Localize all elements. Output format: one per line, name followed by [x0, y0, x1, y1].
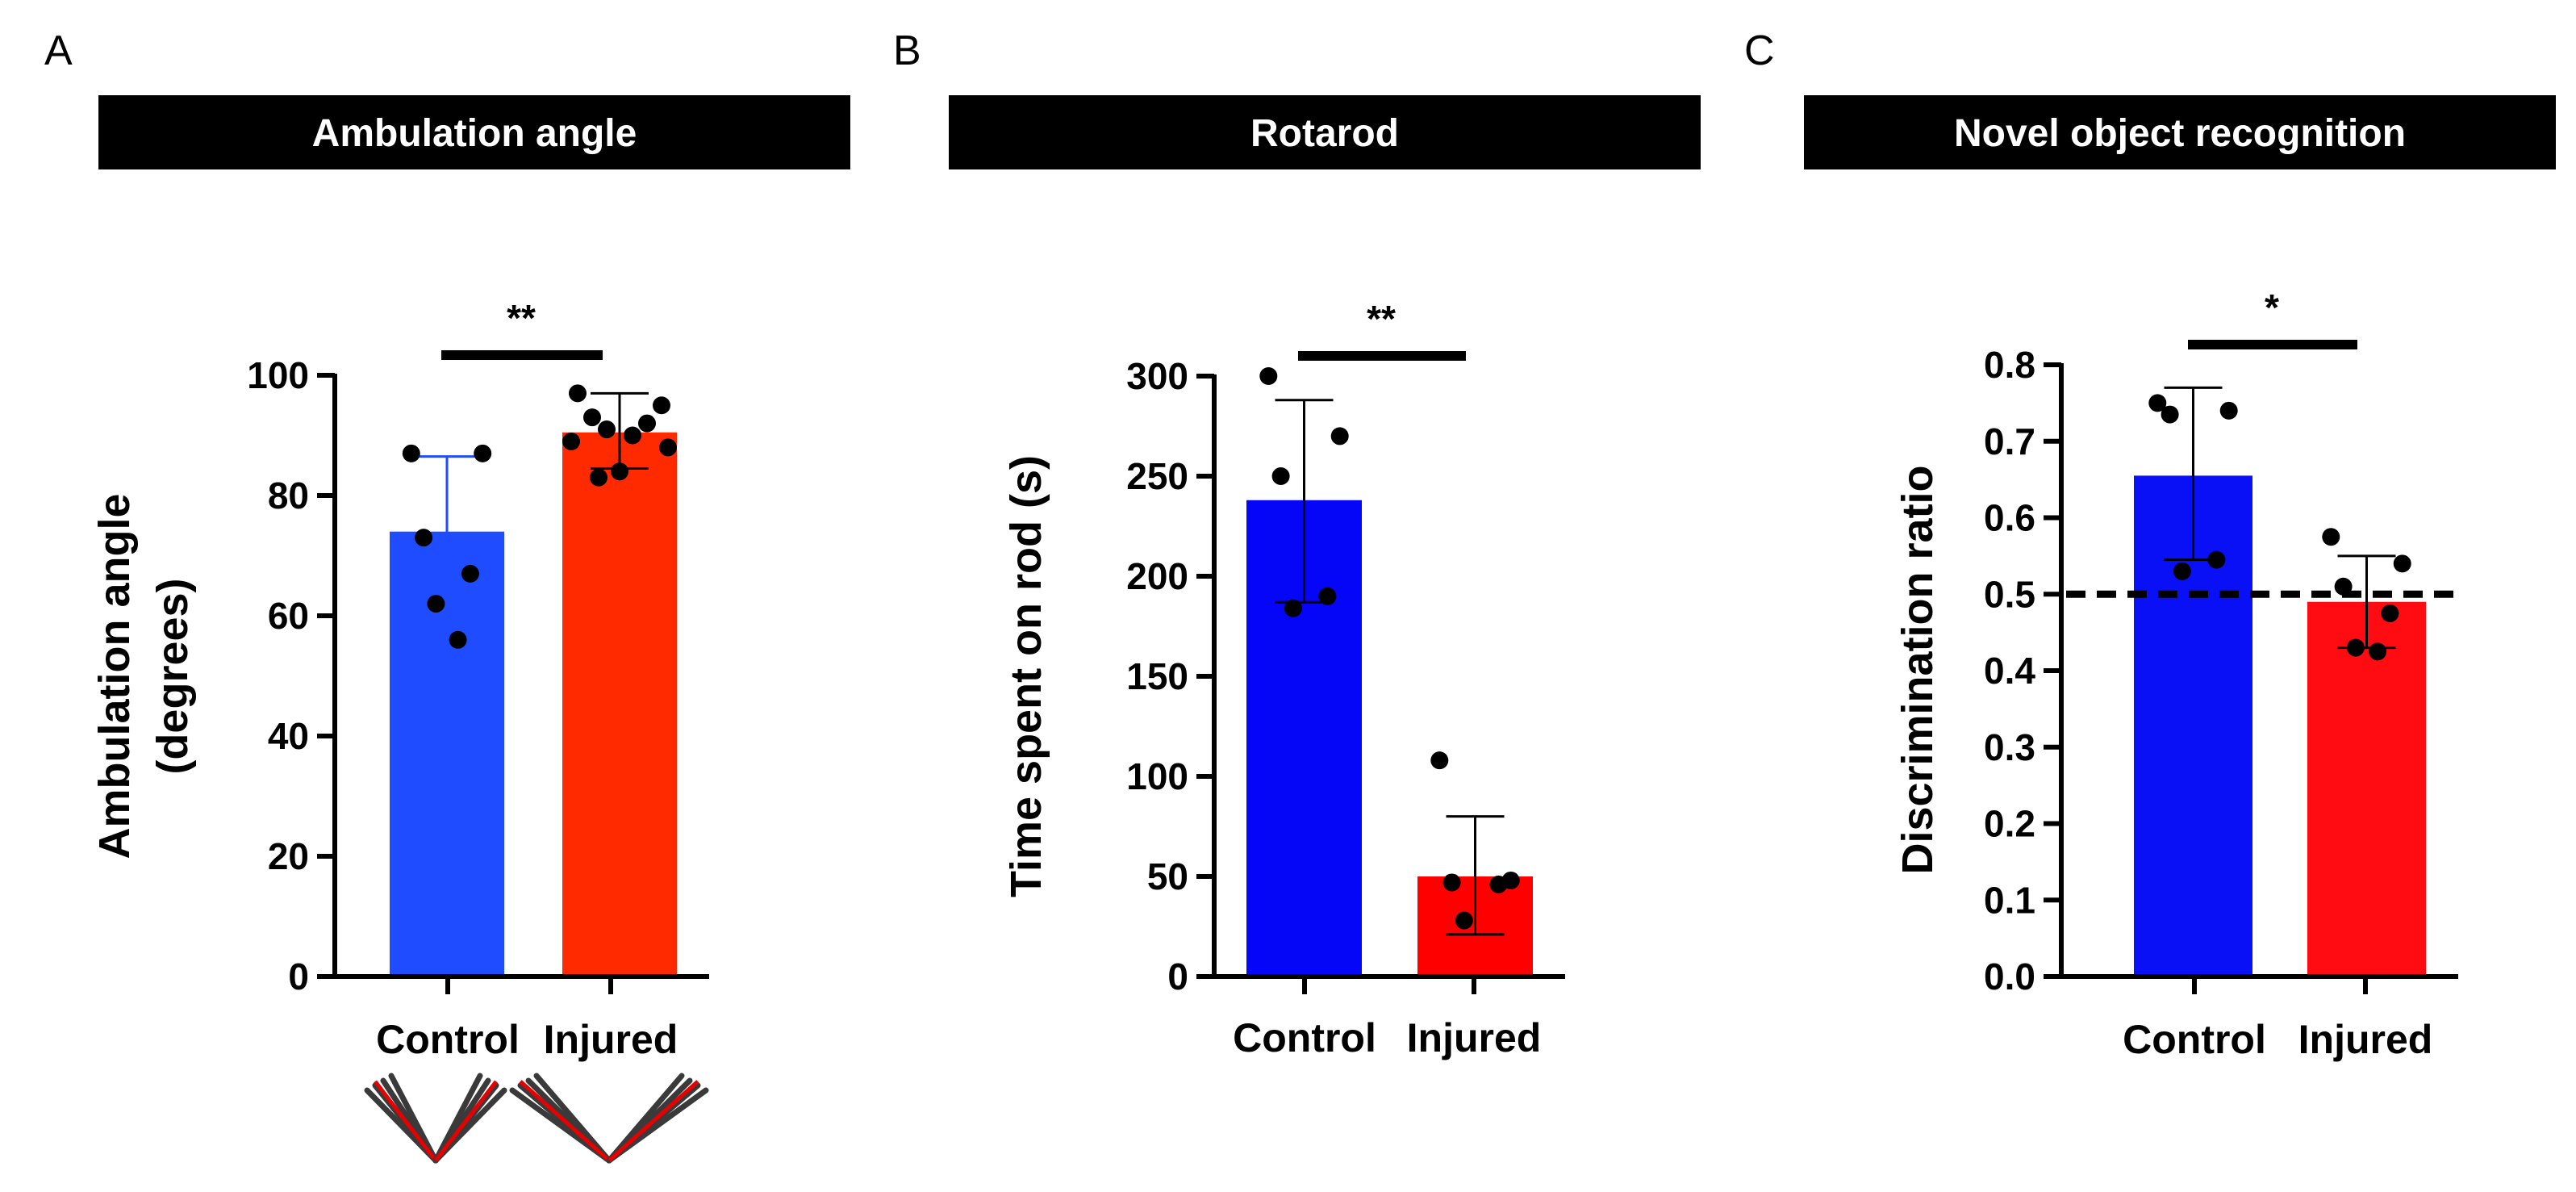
y-tick-label: 0.0 — [1984, 956, 2035, 998]
panel-letter: A — [44, 27, 73, 74]
y-axis-label: Ambulation angle — [90, 493, 139, 859]
limb-angle-line — [519, 1080, 611, 1162]
y-axis-label: (degrees) — [148, 578, 197, 774]
data-point — [1318, 587, 1337, 605]
data-point — [415, 529, 433, 547]
y-tick-label: 100 — [247, 354, 309, 396]
panel-title: Novel object recognition — [1954, 112, 2406, 155]
data-point — [402, 444, 420, 462]
y-tick-label: 100 — [1126, 755, 1188, 797]
significance-label: * — [2265, 286, 2279, 328]
y-tick-label: 0.3 — [1984, 726, 2035, 768]
panel-title: Ambulation angle — [312, 112, 637, 155]
category-label: Control — [376, 1017, 520, 1062]
y-tick-label: 0.8 — [1984, 344, 2035, 386]
panel-letter: B — [893, 27, 921, 74]
data-point — [1442, 873, 1461, 892]
data-point — [1489, 875, 1508, 893]
data-point — [2322, 528, 2340, 546]
data-point — [2173, 562, 2191, 580]
data-point — [2334, 577, 2353, 596]
category-label: Control — [1233, 1015, 1376, 1060]
y-axis-label: Discrimination ratio — [1893, 465, 1942, 874]
significance-label: ** — [1367, 298, 1396, 340]
data-point — [653, 396, 670, 415]
bar-injured — [562, 432, 677, 977]
y-tick-label: 0.6 — [1984, 497, 2035, 539]
y-tick-label: 40 — [268, 715, 309, 757]
panel-title-banner — [949, 95, 1701, 169]
significance-label: ** — [507, 297, 536, 339]
y-tick-label: 50 — [1147, 855, 1188, 897]
data-point — [624, 426, 641, 445]
data-point — [562, 432, 580, 450]
panel-title-banner — [1804, 95, 2556, 169]
panel-b: B Rotarod 0 50 100 150 200 250 300 Control Injured… — [893, 27, 1701, 1060]
data-point — [2346, 638, 2365, 657]
data-point — [2207, 550, 2226, 569]
data-point — [1455, 911, 1473, 930]
data-point — [2219, 401, 2238, 420]
y-tick-label: 0.4 — [1984, 650, 2035, 692]
panel-letter: C — [1744, 27, 1775, 74]
bar-injured — [2307, 601, 2426, 977]
data-point — [2161, 405, 2179, 424]
data-point — [1330, 427, 1349, 445]
y-tick-label: 0.1 — [1984, 879, 2035, 921]
data-point — [2369, 642, 2387, 661]
data-point — [461, 564, 479, 583]
panel-c: C Novel object recognition 0.0 0.1 0.2 0.3 0.4… — [1744, 27, 2556, 1062]
data-point — [474, 444, 492, 462]
data-point — [449, 630, 467, 649]
limb-angle-line — [607, 1080, 699, 1162]
category-label: Control — [2123, 1017, 2266, 1062]
data-point — [659, 438, 677, 457]
limb-angle-line — [434, 1080, 498, 1162]
panel-title-banner — [98, 95, 850, 169]
y-tick-label: 20 — [268, 835, 309, 877]
bar-control — [390, 531, 504, 977]
y-tick-label: 150 — [1126, 655, 1188, 697]
y-tick-label: 0 — [1167, 956, 1188, 998]
limb-angle-line — [374, 1080, 437, 1162]
data-point — [590, 468, 607, 487]
data-point — [2393, 554, 2411, 573]
y-axis-label: Time spent on rod (s) — [1002, 455, 1050, 897]
data-point — [583, 408, 601, 427]
y-tick-label: 0 — [288, 956, 309, 998]
data-point — [2381, 604, 2399, 622]
y-tick-label: 0.2 — [1984, 803, 2035, 845]
data-point — [2148, 394, 2167, 412]
data-point — [1430, 751, 1449, 770]
panel-title: Rotarod — [1250, 112, 1399, 155]
category-label: Injured — [2298, 1017, 2433, 1062]
y-tick-label: 300 — [1126, 355, 1188, 397]
y-tick-label: 250 — [1126, 455, 1188, 497]
y-tick-label: 0.7 — [1984, 420, 2035, 462]
data-point — [569, 384, 587, 403]
y-tick-label: 0.5 — [1984, 573, 2035, 615]
data-point — [638, 414, 656, 433]
data-point — [1284, 599, 1302, 617]
y-tick-label: 200 — [1126, 555, 1188, 597]
panel-a: A Ambulation angle 0 20 40 60 80 100 Control Inju… — [44, 27, 850, 1164]
limb-angle-injured-icon — [509, 1073, 709, 1164]
data-point — [427, 595, 445, 613]
data-point — [1259, 367, 1278, 385]
y-tick-label: 80 — [268, 475, 309, 517]
data-point — [611, 462, 628, 481]
limb-angle-control-icon — [364, 1073, 507, 1164]
data-point — [1271, 467, 1290, 485]
y-tick-label: 60 — [268, 595, 309, 637]
data-point — [598, 420, 616, 439]
category-label: Injured — [544, 1017, 678, 1062]
category-label: Injured — [1407, 1015, 1542, 1060]
